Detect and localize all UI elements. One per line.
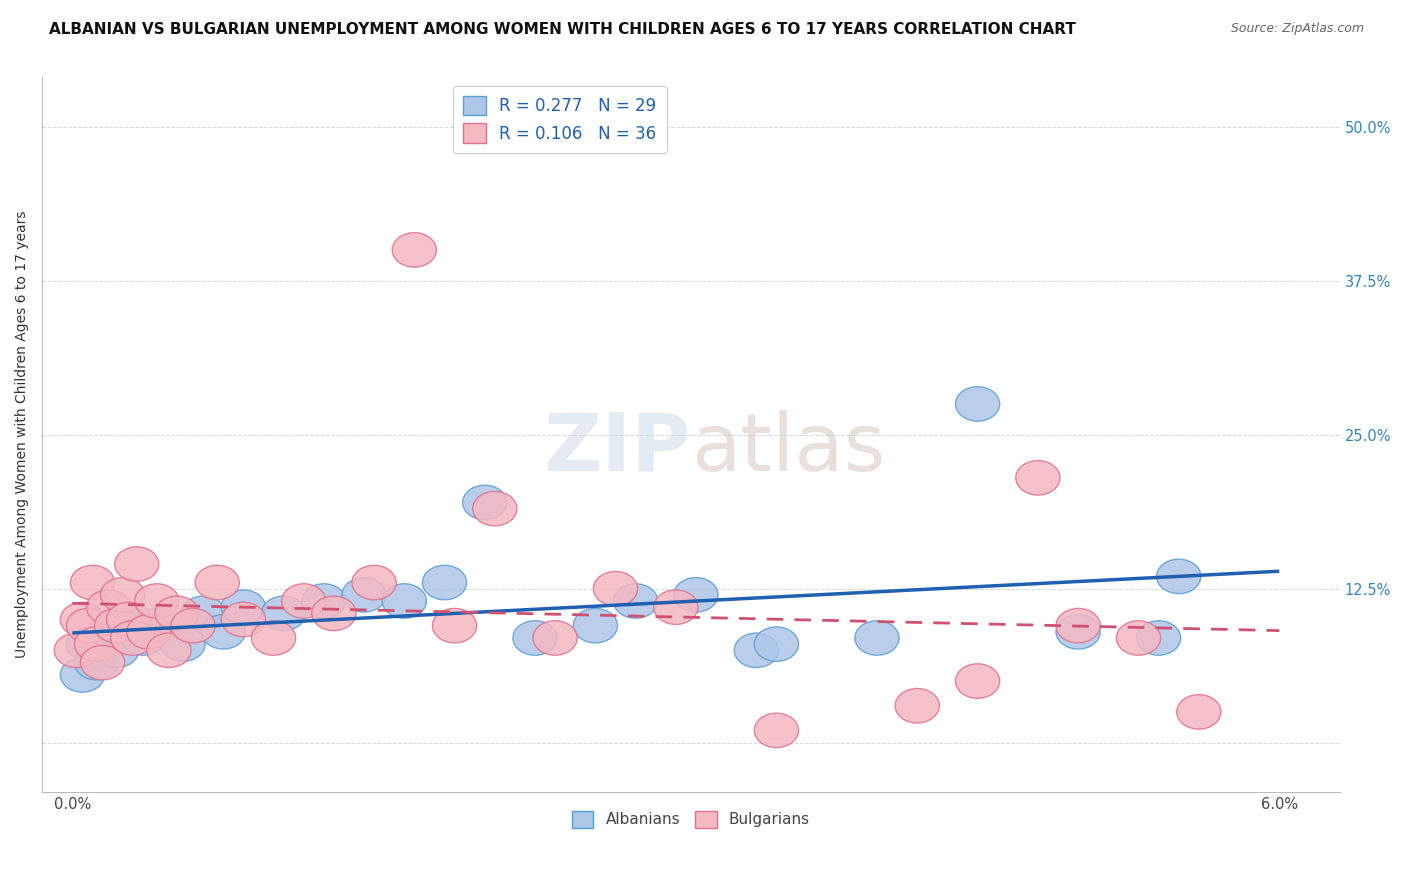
Ellipse shape [422, 566, 467, 599]
Ellipse shape [70, 566, 115, 599]
Ellipse shape [146, 633, 191, 667]
Ellipse shape [115, 547, 159, 582]
Ellipse shape [101, 578, 145, 612]
Y-axis label: Unemployment Among Women with Children Ages 6 to 17 years: Unemployment Among Women with Children A… [15, 211, 30, 658]
Ellipse shape [135, 583, 179, 618]
Ellipse shape [513, 621, 557, 656]
Ellipse shape [172, 608, 215, 643]
Ellipse shape [392, 233, 436, 268]
Ellipse shape [1177, 695, 1220, 729]
Ellipse shape [55, 633, 98, 667]
Ellipse shape [574, 608, 617, 643]
Ellipse shape [342, 578, 387, 612]
Ellipse shape [312, 596, 356, 631]
Ellipse shape [221, 590, 266, 624]
Ellipse shape [1157, 559, 1201, 593]
Ellipse shape [86, 590, 131, 624]
Ellipse shape [463, 485, 506, 520]
Ellipse shape [654, 590, 697, 624]
Ellipse shape [80, 645, 125, 680]
Ellipse shape [121, 621, 165, 656]
Text: atlas: atlas [690, 410, 886, 488]
Text: Source: ZipAtlas.com: Source: ZipAtlas.com [1230, 22, 1364, 36]
Ellipse shape [956, 386, 1000, 421]
Ellipse shape [86, 615, 131, 649]
Text: ZIP: ZIP [544, 410, 690, 488]
Ellipse shape [896, 689, 939, 723]
Ellipse shape [107, 602, 150, 637]
Ellipse shape [94, 633, 139, 667]
Ellipse shape [262, 596, 305, 631]
Ellipse shape [94, 608, 139, 643]
Ellipse shape [352, 566, 396, 599]
Ellipse shape [855, 621, 898, 656]
Ellipse shape [155, 596, 200, 631]
Ellipse shape [613, 583, 658, 618]
Ellipse shape [1056, 608, 1101, 643]
Ellipse shape [433, 608, 477, 643]
Ellipse shape [201, 615, 246, 649]
Ellipse shape [135, 608, 179, 643]
Ellipse shape [107, 602, 150, 637]
Ellipse shape [1056, 615, 1101, 649]
Ellipse shape [75, 627, 118, 661]
Text: ALBANIAN VS BULGARIAN UNEMPLOYMENT AMONG WOMEN WITH CHILDREN AGES 6 TO 17 YEARS : ALBANIAN VS BULGARIAN UNEMPLOYMENT AMONG… [49, 22, 1076, 37]
Ellipse shape [1136, 621, 1181, 656]
Ellipse shape [160, 627, 205, 661]
Ellipse shape [221, 602, 266, 637]
Ellipse shape [472, 491, 517, 526]
Ellipse shape [533, 621, 578, 656]
Ellipse shape [382, 583, 426, 618]
Ellipse shape [60, 602, 104, 637]
Ellipse shape [66, 608, 111, 643]
Ellipse shape [181, 596, 225, 631]
Ellipse shape [195, 566, 239, 599]
Ellipse shape [734, 633, 779, 667]
Ellipse shape [593, 572, 637, 606]
Ellipse shape [302, 583, 346, 618]
Ellipse shape [1015, 460, 1060, 495]
Ellipse shape [754, 627, 799, 661]
Ellipse shape [60, 657, 104, 692]
Ellipse shape [111, 621, 155, 656]
Ellipse shape [673, 578, 718, 612]
Ellipse shape [281, 583, 326, 618]
Ellipse shape [75, 645, 118, 680]
Ellipse shape [1116, 621, 1160, 656]
Ellipse shape [754, 713, 799, 747]
Ellipse shape [127, 615, 172, 649]
Ellipse shape [956, 664, 1000, 698]
Ellipse shape [66, 627, 111, 661]
Ellipse shape [252, 621, 295, 656]
Legend: Albanians, Bulgarians: Albanians, Bulgarians [565, 805, 815, 834]
